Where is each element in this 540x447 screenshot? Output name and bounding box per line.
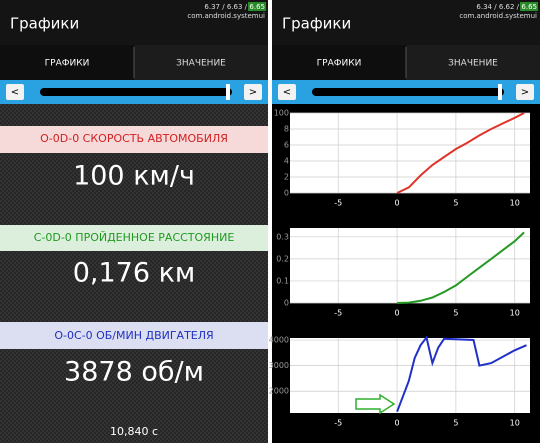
y-tick-label: 100: [274, 109, 289, 118]
y-tick-label: 8: [284, 125, 289, 134]
status-package: com.android.systemui: [459, 12, 537, 20]
app-title: Графики: [10, 15, 79, 33]
nav-button[interactable]: [6, 84, 24, 100]
y-tick-label: 0: [284, 189, 289, 198]
app-bar: [272, 0, 540, 45]
data-line: [397, 231, 525, 304]
x-tick-label: 0: [395, 419, 400, 428]
status-value: 6.65: [521, 3, 537, 11]
x-tick-label: -5: [334, 199, 342, 208]
nav-button-label: <: [283, 87, 291, 98]
tab-selected: [0, 45, 134, 80]
x-tick-label: 5: [453, 199, 458, 208]
elapsed-time: 10,840 с: [110, 425, 158, 438]
y-tick-label: 2000: [269, 387, 289, 396]
app-bar: [0, 0, 268, 45]
x-tick-label: 0: [395, 199, 400, 208]
reading-value: 3878 об/м: [64, 357, 204, 388]
label-band: [0, 322, 268, 349]
x-tick-label: -5: [334, 419, 342, 428]
left-screen: О-0D-0 СКОРОСТЬ АВТОМОБИЛЯ 100 км/ч С-0D…: [0, 0, 268, 443]
status-value: 6.65: [249, 3, 265, 11]
x-tick-label: -5: [334, 309, 342, 318]
tab[interactable]: ГРАФИКИ: [45, 59, 90, 69]
label-band: [0, 225, 268, 251]
tab[interactable]: ЗНАЧЕНИЕ: [176, 59, 226, 69]
x-tick-label: 0: [395, 309, 400, 318]
y-tick-label: 0.1: [276, 276, 289, 285]
tab-selected: [272, 45, 406, 80]
status-package: com.android.systemui: [187, 12, 265, 20]
y-tick-label: 4000: [269, 336, 289, 345]
nav-button-label: >: [249, 87, 257, 98]
arrow: [355, 393, 396, 415]
x-tick-label: 10: [510, 309, 520, 318]
x-tick-label: 5: [453, 419, 458, 428]
status: 6.34 / 6.62 /: [476, 3, 519, 11]
status: 6.37 / 6.63 /: [204, 3, 247, 11]
y-tick-label: 3000: [269, 361, 289, 370]
plot-area: [290, 113, 530, 193]
reading-value: 0,176 км: [73, 258, 196, 289]
tab[interactable]: ГРАФИКИ: [317, 59, 362, 69]
x-tick-label: 10: [510, 419, 520, 428]
y-tick-label: 0.2: [276, 254, 289, 263]
right-screen: Графики 6.656.34 / 6.62 /com.android.syst…: [269, 0, 540, 443]
slider-thumb[interactable]: [226, 84, 230, 100]
plot-area: [290, 228, 530, 303]
y-tick-label: 4: [284, 157, 289, 166]
y-tick-label: 2: [284, 173, 289, 182]
reading-value: 100 км/ч: [73, 161, 195, 192]
reading-label: О-0С-0 ОБ/МИН ДВИГАТЕЛЯ: [54, 329, 213, 342]
app-title: Графики: [282, 15, 351, 33]
data-line: [396, 335, 527, 413]
slider-thumb[interactable]: [498, 84, 502, 100]
reading-label: О-0D-0 СКОРОСТЬ АВТОМОБИЛЯ: [40, 132, 228, 145]
y-tick-label: 6: [284, 141, 289, 150]
nav-button-label: >: [521, 87, 529, 98]
label-band: [0, 126, 268, 153]
slider-track[interactable]: [40, 88, 232, 96]
x-tick-label: 10: [510, 199, 520, 208]
slider-track[interactable]: [312, 88, 504, 96]
y-tick-label: 0: [284, 299, 289, 308]
data-line: [396, 112, 525, 194]
nav-button[interactable]: [278, 84, 296, 100]
x-tick-label: 5: [453, 309, 458, 318]
status-highlight: [248, 2, 266, 11]
nav-button[interactable]: [516, 84, 534, 100]
reading-label: С-0D-0 ПРОЙДЕННОЕ РАССТОЯНИЕ: [34, 231, 235, 244]
nav-button[interactable]: [244, 84, 262, 100]
y-tick-label: 0.3: [276, 232, 289, 241]
status-highlight: [520, 2, 538, 11]
tab[interactable]: ЗНАЧЕНИЕ: [448, 59, 498, 69]
nav-button-label: <: [11, 87, 19, 98]
